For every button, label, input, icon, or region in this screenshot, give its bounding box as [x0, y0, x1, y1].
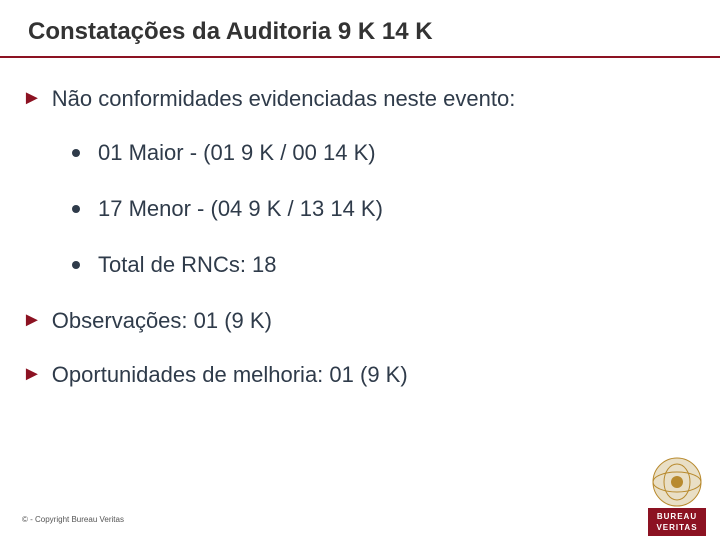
bullet-text: Oportunidades de melhoria: 01 (9 K)	[52, 362, 408, 388]
dot-icon	[72, 205, 80, 213]
bullet-item-nonconformities: ► Não conformidades evidenciadas neste e…	[22, 86, 692, 112]
sub-item-major: 01 Maior - (01 9 K / 00 14 K)	[72, 140, 692, 166]
arrow-icon: ►	[22, 308, 42, 332]
dot-icon	[72, 149, 80, 157]
brand-logo: BUREAU VERITAS	[648, 456, 706, 536]
sub-text: Total de RNCs: 18	[98, 252, 277, 278]
dot-icon	[72, 261, 80, 269]
sub-item-minor: 17 Menor - (04 9 K / 13 14 K)	[72, 196, 692, 222]
bullet-item-opportunities: ► Oportunidades de melhoria: 01 (9 K)	[22, 362, 692, 388]
arrow-icon: ►	[22, 86, 42, 110]
logo-svg: BUREAU VERITAS	[648, 456, 706, 536]
sub-item-total: Total de RNCs: 18	[72, 252, 692, 278]
copyright-footer: © - Copyright Bureau Veritas	[22, 515, 124, 524]
slide-container: Constatações da Auditoria 9 K 14 K ► Não…	[0, 0, 720, 540]
sub-text: 17 Menor - (04 9 K / 13 14 K)	[98, 196, 383, 222]
sublist-nonconformities: 01 Maior - (01 9 K / 00 14 K) 17 Menor -…	[72, 140, 692, 278]
content-area: ► Não conformidades evidenciadas neste e…	[22, 86, 692, 416]
title-underline	[0, 56, 720, 58]
logo-text-top: BUREAU	[657, 512, 697, 521]
bullet-item-observations: ► Observações: 01 (9 K)	[22, 308, 692, 334]
logo-text-bottom: VERITAS	[656, 523, 697, 532]
bullet-text: Não conformidades evidenciadas neste eve…	[52, 86, 516, 112]
bullet-text: Observações: 01 (9 K)	[52, 308, 272, 334]
sub-text: 01 Maior - (01 9 K / 00 14 K)	[98, 140, 376, 166]
arrow-icon: ►	[22, 362, 42, 386]
slide-title: Constatações da Auditoria 9 K 14 K	[28, 18, 692, 46]
